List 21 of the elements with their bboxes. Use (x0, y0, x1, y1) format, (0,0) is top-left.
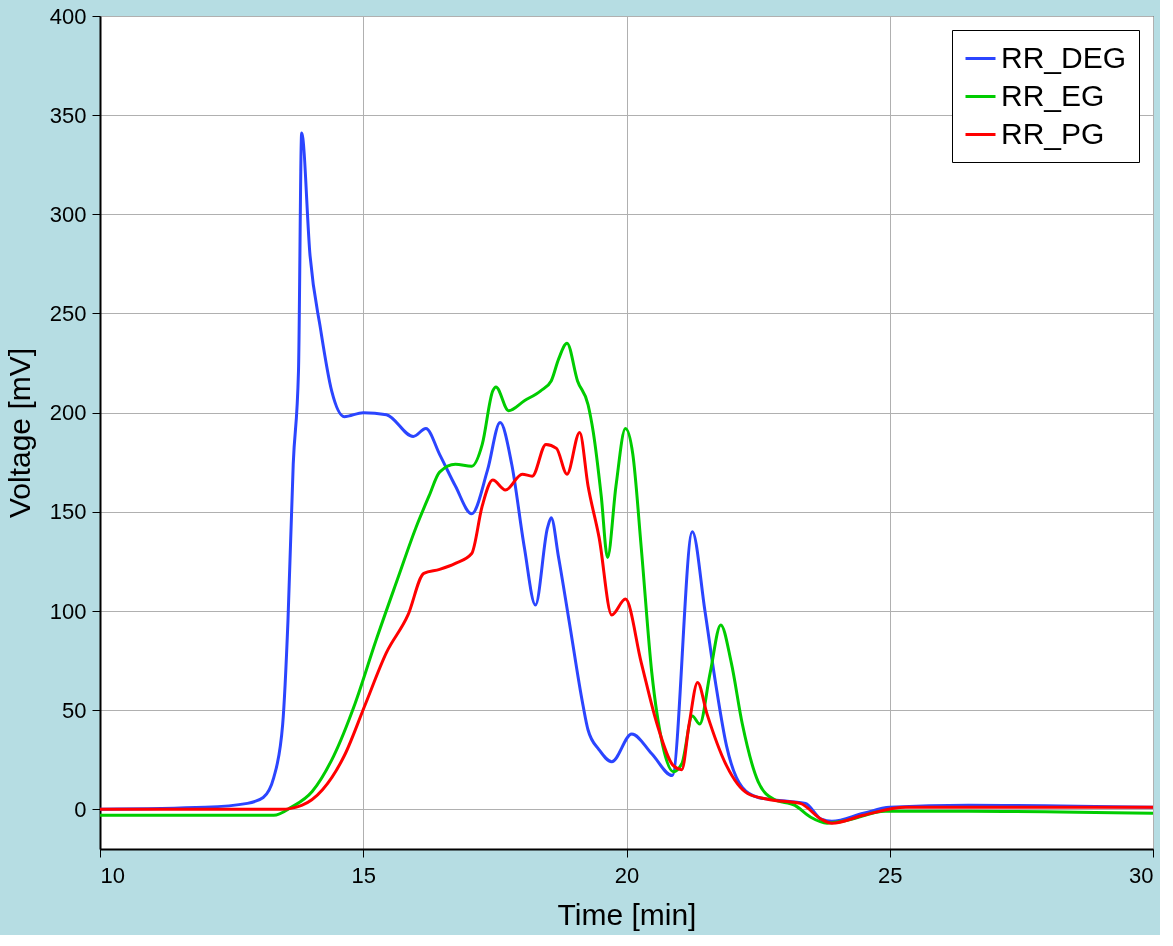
y-tick-label: 50 (62, 697, 87, 723)
y-tick-label: 300 (49, 201, 87, 227)
legend-label: RR_EG (1001, 78, 1105, 112)
x-tick-label: 15 (351, 862, 376, 888)
x-axis-title: Time [min] (557, 897, 697, 931)
legend-label: RR_DEG (1001, 40, 1127, 74)
x-tick-label: 20 (614, 862, 640, 888)
y-tick-label: 250 (49, 301, 87, 326)
x-tick-label: 25 (878, 862, 903, 888)
line-series (98, 431, 1155, 825)
y-tick-label: 350 (49, 102, 87, 128)
y-tick-label: 100 (49, 598, 87, 624)
legend-label: RR_PG (1001, 116, 1105, 150)
y-axis-title: Voltage [mV] (2, 347, 36, 519)
line-series (98, 341, 1155, 825)
x-tick-label: 10 (100, 862, 125, 888)
y-tick-label: 400 (49, 3, 87, 29)
x-tick-label: 30 (1129, 862, 1154, 888)
y-tick-label: 0 (74, 796, 87, 822)
y-tick-label: 150 (49, 499, 87, 525)
y-tick-label: 200 (49, 400, 87, 426)
